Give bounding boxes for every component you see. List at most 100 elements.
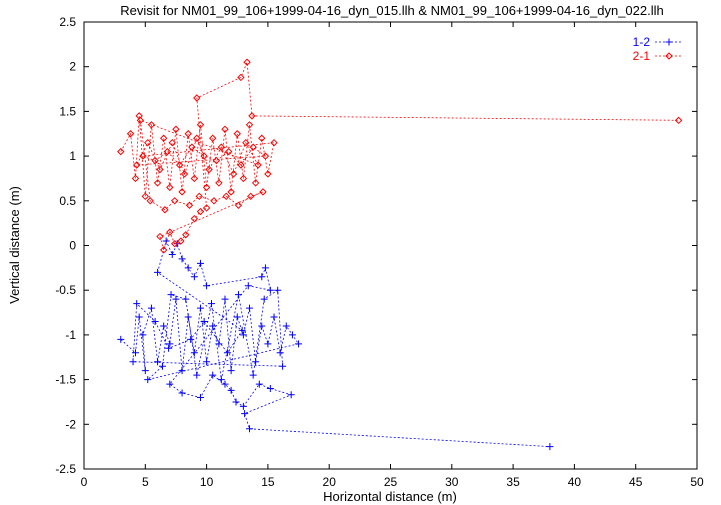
data-point	[180, 170, 189, 178]
data-point	[252, 358, 260, 366]
data-point	[221, 380, 229, 388]
y-tick-label: 0	[69, 239, 76, 253]
data-point	[224, 147, 233, 156]
data-point	[282, 322, 290, 330]
data-point	[131, 174, 140, 183]
data-point	[195, 192, 203, 201]
data-point	[166, 183, 174, 192]
data-point	[196, 304, 204, 312]
data-point	[187, 335, 195, 343]
data-point	[223, 349, 231, 357]
x-tick-label: 45	[629, 475, 643, 489]
data-point	[237, 73, 245, 82]
data-point	[156, 165, 164, 174]
data-point	[141, 367, 149, 375]
data-point	[193, 94, 201, 102]
data-point	[270, 138, 278, 147]
data-point	[190, 273, 198, 281]
data-point	[196, 393, 204, 401]
data-point	[209, 134, 217, 142]
data-point	[167, 291, 175, 299]
data-point	[185, 201, 194, 209]
data-point	[156, 232, 164, 241]
data-point	[117, 335, 125, 343]
data-point	[674, 116, 683, 125]
data-point	[193, 371, 201, 379]
data-point	[159, 134, 168, 142]
data-point	[264, 170, 272, 178]
data-point	[172, 125, 180, 133]
data-point	[276, 349, 284, 357]
x-tick-label: 20	[323, 475, 337, 489]
data-point	[151, 317, 159, 325]
data-point	[175, 161, 184, 169]
chart-title: Revisit for NM01_99_106+1999-04-16_dyn_0…	[120, 3, 664, 18]
data-point	[171, 240, 179, 248]
y-tick-label: 1.5	[59, 104, 76, 118]
data-point	[248, 112, 256, 120]
data-point	[279, 362, 287, 370]
data-point	[546, 443, 554, 451]
x-tick-label: 40	[568, 475, 582, 489]
x-tick-label: 10	[200, 475, 214, 489]
data-point	[151, 156, 159, 165]
data-point	[131, 349, 139, 357]
data-point	[246, 425, 254, 433]
data-point	[158, 362, 166, 370]
y-tick-label: 2.5	[59, 15, 76, 29]
data-point	[288, 331, 296, 339]
data-point	[196, 259, 204, 267]
data-point	[205, 165, 213, 174]
data-point	[193, 134, 201, 142]
data-point	[215, 340, 223, 348]
data-point	[166, 340, 174, 348]
x-tick-label: 15	[261, 475, 275, 489]
data-point	[217, 143, 226, 151]
data-point	[215, 179, 223, 187]
data-point	[233, 313, 241, 321]
data-point	[166, 380, 174, 388]
x-tick-label: 50	[690, 475, 704, 489]
data-point	[196, 207, 205, 216]
data-point	[229, 170, 238, 178]
data-point	[238, 326, 246, 334]
data-point	[251, 179, 260, 187]
data-point	[258, 322, 266, 330]
legend: 1-22-1	[633, 35, 683, 63]
data-point	[246, 304, 254, 312]
legend-label: 1-2	[633, 35, 651, 49]
data-point	[665, 38, 673, 46]
data-point	[153, 179, 162, 187]
data-point	[227, 386, 235, 394]
data-point	[295, 340, 303, 348]
data-point	[182, 231, 190, 239]
data-point	[190, 349, 198, 357]
data-point	[247, 192, 255, 201]
data-point	[178, 367, 186, 375]
data-point	[239, 174, 248, 183]
data-point	[254, 161, 262, 169]
data-point	[165, 344, 173, 352]
data-point	[178, 389, 186, 397]
data-point	[184, 264, 192, 272]
data-point	[234, 201, 243, 209]
data-point	[182, 295, 190, 303]
data-point	[139, 152, 147, 160]
data-point	[147, 304, 155, 312]
data-point	[209, 371, 217, 379]
data-point	[190, 214, 199, 223]
x-tick-label: 30	[445, 475, 459, 489]
data-point	[274, 286, 282, 294]
data-point	[139, 331, 147, 339]
x-axis-title: Horizontal distance (m)	[323, 489, 457, 504]
data-point	[287, 391, 295, 399]
data-point	[177, 237, 185, 245]
data-point	[202, 183, 211, 192]
data-point	[184, 130, 192, 138]
x-tick-label: 35	[506, 475, 520, 489]
data-point	[266, 286, 274, 294]
data-point	[146, 197, 154, 205]
data-point	[249, 143, 257, 151]
data-point	[222, 192, 230, 201]
